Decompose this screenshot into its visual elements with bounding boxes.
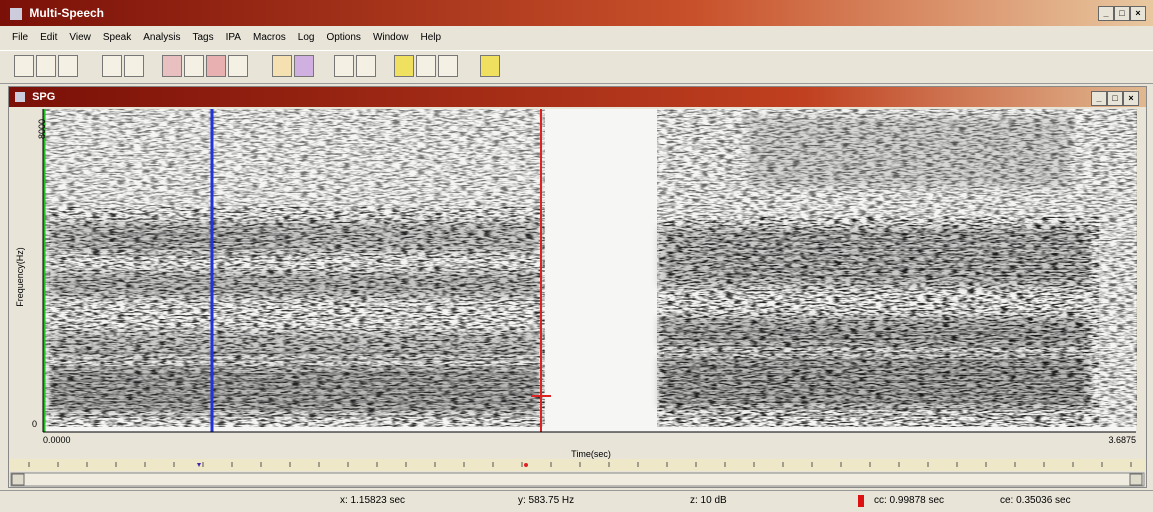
x-end-label: 3.6875 xyxy=(1108,435,1136,445)
toolbar-button[interactable] xyxy=(416,55,436,77)
status-cc: cc: 0.99878 sec xyxy=(874,491,944,511)
window-title: Multi-Speech xyxy=(29,6,104,20)
x-start-label: 0.0000 xyxy=(43,435,71,445)
toolbar-button[interactable] xyxy=(334,55,354,77)
status-z: z: 10 dB xyxy=(690,491,727,511)
y-max-label: 8000 xyxy=(37,119,47,139)
x-axis-label: Time(sec) xyxy=(571,449,611,459)
menu-item[interactable]: Edit xyxy=(40,28,57,48)
toolbar-button[interactable] xyxy=(162,55,182,77)
y-min-label: 0 xyxy=(32,419,37,429)
menu-item[interactable]: Speak xyxy=(103,28,131,48)
status-bar: x: 1.15823 sec y: 583.75 Hz z: 10 dB cc:… xyxy=(0,490,1153,512)
toolbar-button[interactable] xyxy=(272,55,292,77)
menu-item[interactable]: File xyxy=(12,28,28,48)
close-button[interactable]: × xyxy=(1130,6,1146,21)
toolbar-button[interactable] xyxy=(184,55,204,77)
toolbar-button[interactable] xyxy=(294,55,314,77)
child-maximize[interactable]: □ xyxy=(1107,91,1123,106)
menu-item[interactable]: Macros xyxy=(253,28,286,48)
menu-item[interactable]: Log xyxy=(298,28,315,48)
cc-marker xyxy=(858,495,864,507)
toolbar-button[interactable] xyxy=(102,55,122,77)
minimize-button[interactable]: _ xyxy=(1098,6,1114,21)
app: Multi-Speech _ □ × File Edit View Speak Anal… xyxy=(0,0,1153,511)
toolbar-button[interactable] xyxy=(480,55,500,77)
spg-window: SPG _ □ × xyxy=(8,86,1147,488)
toolbar-button[interactable] xyxy=(14,55,34,77)
toolbar-button[interactable] xyxy=(394,55,414,77)
menu-item[interactable]: Analysis xyxy=(143,28,180,48)
menu-bar: File Edit View Speak Analysis Tags IPA Macros Lo… xyxy=(0,28,1153,48)
menu-item[interactable]: Window xyxy=(373,28,409,48)
child-title-bar: SPG _ □ × xyxy=(9,87,1146,107)
child-title: SPG xyxy=(32,91,55,103)
spectrogram-view: 8000 0 Frequency(Hz) 0.0000 3.6875 Time(… xyxy=(9,107,1146,487)
scrollbar[interactable] xyxy=(11,473,1144,486)
toolbar-button[interactable] xyxy=(356,55,376,77)
status-y: y: 583.75 Hz xyxy=(518,491,574,511)
status-x: x: 1.15823 sec xyxy=(340,491,405,511)
menu-item[interactable]: View xyxy=(69,28,91,48)
y-axis-label: Frequency(Hz) xyxy=(15,247,25,307)
title-bar: Multi-Speech _ □ × xyxy=(0,0,1153,26)
toolbar xyxy=(0,50,1153,84)
toolbar-button[interactable] xyxy=(438,55,458,77)
time-ruler xyxy=(9,459,1146,471)
menu-item[interactable]: Options xyxy=(326,28,360,48)
child-close[interactable]: × xyxy=(1123,91,1139,106)
menu-item[interactable]: Tags xyxy=(192,28,213,48)
toolbar-button[interactable] xyxy=(228,55,248,77)
toolbar-button[interactable] xyxy=(58,55,78,77)
child-minimize[interactable]: _ xyxy=(1091,91,1107,106)
status-ce: ce: 0.35036 sec xyxy=(1000,491,1071,511)
toolbar-button[interactable] xyxy=(36,55,56,77)
toolbar-button[interactable] xyxy=(206,55,226,77)
menu-item[interactable]: Help xyxy=(421,28,442,48)
toolbar-button[interactable] xyxy=(124,55,144,77)
maximize-button[interactable]: □ xyxy=(1114,6,1130,21)
menu-item[interactable]: IPA xyxy=(226,28,241,48)
